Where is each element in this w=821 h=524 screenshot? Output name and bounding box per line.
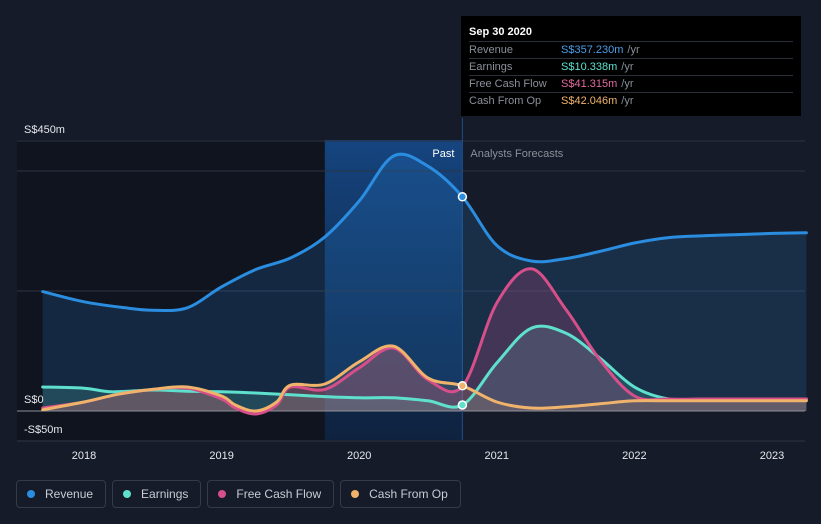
x-tick-label: 2023 [760,450,784,462]
x-tick-label: 2019 [209,450,233,462]
legend-item-revenue[interactable]: Revenue [16,480,107,508]
tooltip-label: Earnings [469,61,513,73]
cash-from-op-dot-icon [351,490,360,498]
tooltip-value: S$41.315m [561,78,618,90]
tooltip-label: Cash From Op [469,95,542,107]
tooltip-value: S$42.046m [561,95,618,107]
cash-from-op-marker [457,381,468,391]
y-label-top: S$450m [24,124,65,136]
tooltip-unit: /yr [627,44,640,56]
tooltip-row-earnings: Earnings S$10.338m /yr [469,58,793,75]
revenue-line [41,152,808,312]
revenue-area [42,154,807,411]
revenue-marker [457,192,468,202]
tooltip-unit: /yr [621,95,634,107]
tooltip-label: Free Cash Flow [469,78,547,90]
legend: Revenue Earnings Free Cash Flow Cash Fro… [16,480,461,508]
x-tick-label: 2022 [622,450,646,462]
forecast-label: Analysts Forecasts [470,148,563,160]
tooltip-row-free-cash-flow: Free Cash Flow S$41.315m /yr [469,75,793,92]
tooltip-unit: /yr [621,78,634,90]
legend-label: Revenue [45,487,94,501]
cash-from-op-line [41,344,808,413]
earnings-area [42,326,807,411]
tooltip-row-cash-from-op: Cash From Op S$42.046m /yr [469,92,793,109]
y-label-bottom: -S$50m [24,424,63,436]
x-tick-label: 2020 [347,450,371,462]
free-cash-flow-dot-icon [218,490,227,498]
legend-label: Earnings [141,487,189,501]
earnings-dot-icon [123,490,132,498]
tooltip-row-revenue: Revenue S$357.230m /yr [469,41,793,58]
earnings-marker [457,400,468,410]
tooltip-date: Sep 30 2020 [469,26,532,38]
legend-item-cash-from-op[interactable]: Cash From Op [340,480,461,508]
legend-label: Free Cash Flow [236,487,322,501]
legend-item-free-cash-flow[interactable]: Free Cash Flow [207,480,335,508]
tooltip-value: S$357.230m [561,44,624,56]
x-tick-label: 2021 [485,450,509,462]
tooltip-label: Revenue [469,44,514,56]
x-tick-label: 2018 [72,450,96,462]
legend-label: Cash From Op [369,487,448,501]
highlight-region [324,140,463,440]
tooltip: Sep 30 2020 Revenue S$357.230m /yr Earni… [461,16,801,116]
legend-item-earnings[interactable]: Earnings [112,480,202,508]
y-label-zero: S$0 [24,394,44,406]
tooltip-unit: /yr [621,61,634,73]
revenue-dot-icon [27,490,35,498]
past-label: Past [432,148,454,160]
tooltip-value: S$10.338m [561,61,618,73]
